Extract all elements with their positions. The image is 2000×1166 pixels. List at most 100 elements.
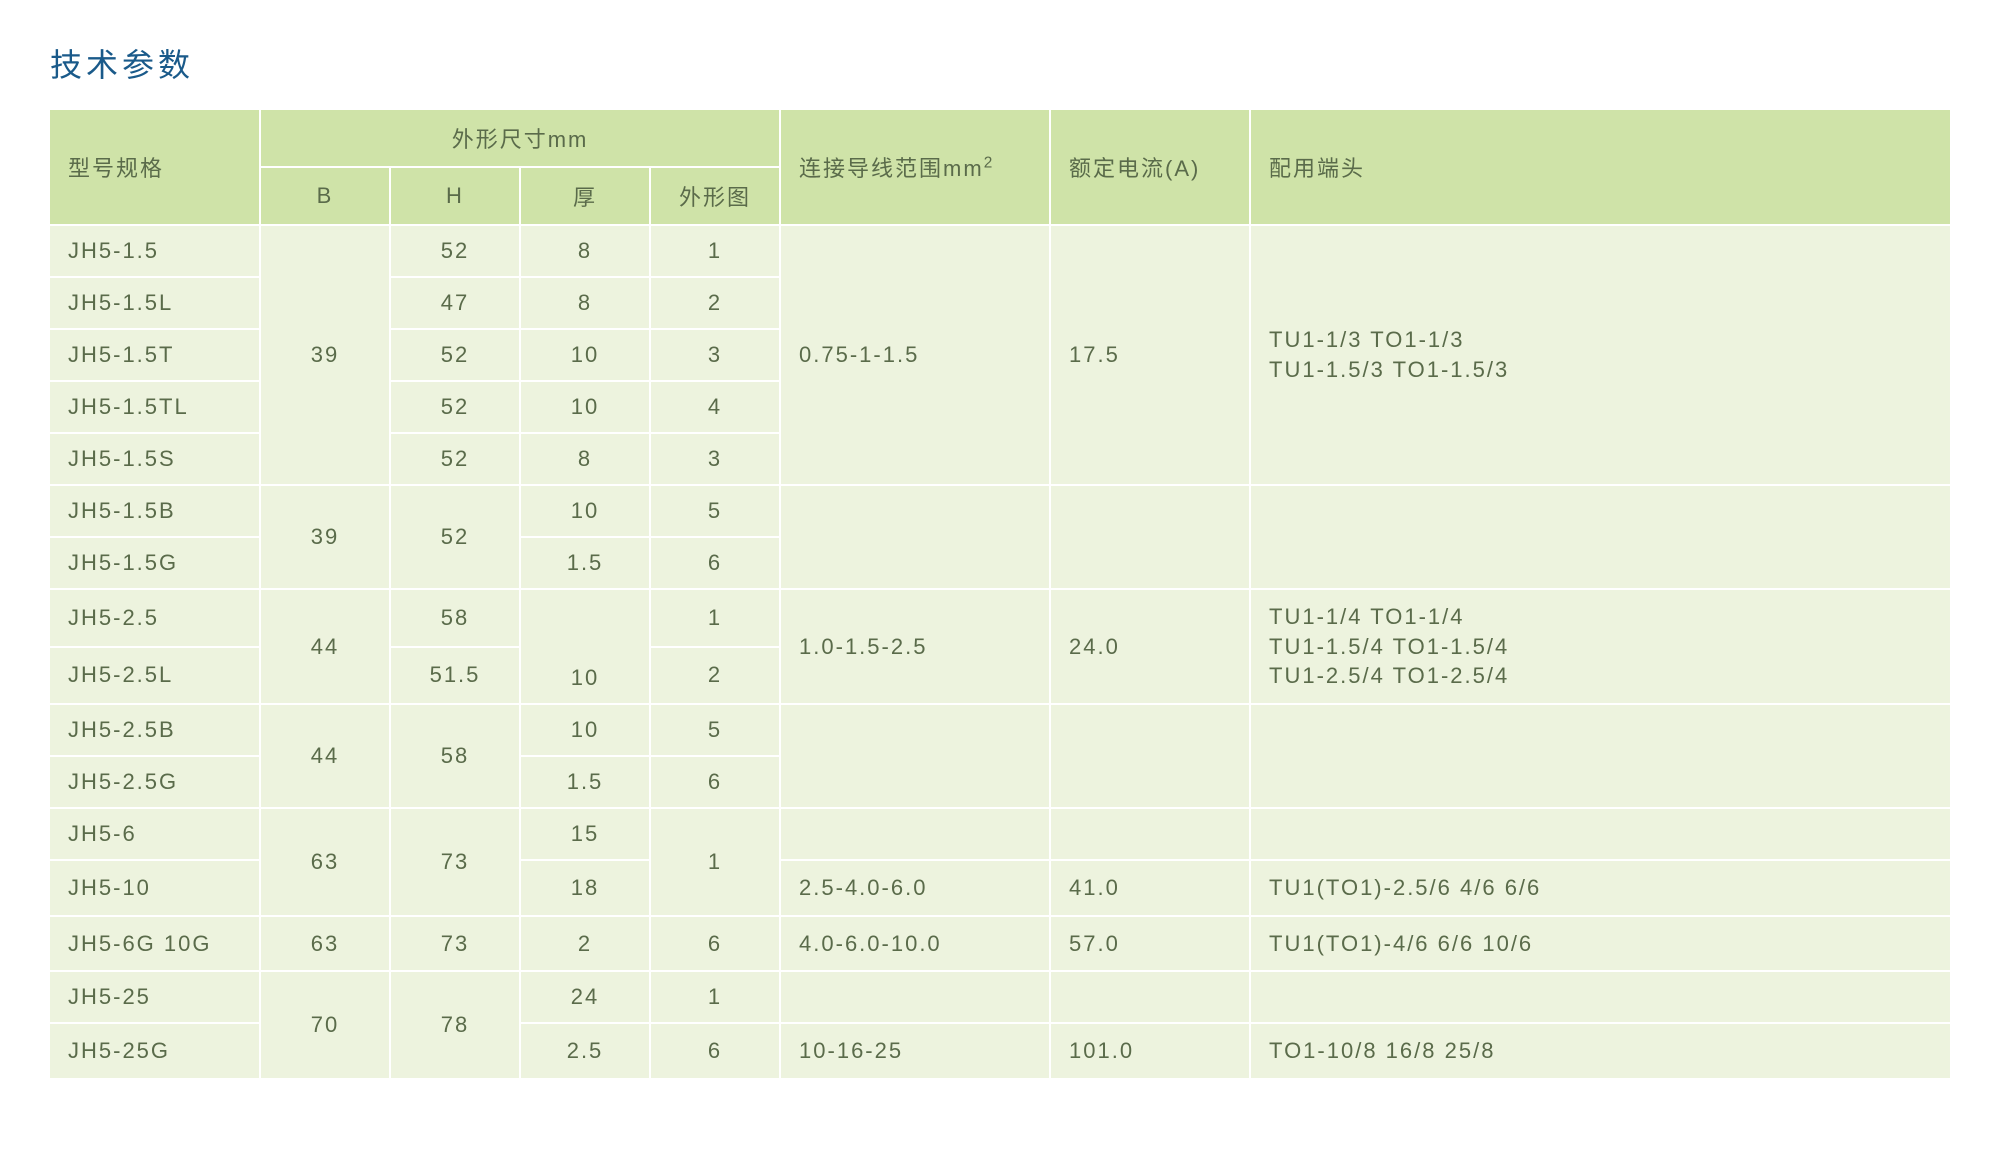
cell-thick: 8	[520, 277, 650, 329]
cell-h: 52	[390, 433, 520, 485]
cell-model: JH5-1.5TL	[50, 381, 260, 433]
cell-model: JH5-1.5T	[50, 329, 260, 381]
cell-wire: 4.0-6.0-10.0	[780, 916, 1050, 972]
cell-thick: 10	[520, 485, 650, 537]
cell-current	[1050, 808, 1250, 860]
cell-shape: 5	[650, 704, 780, 756]
th-dimensions: 外形尺寸mm	[260, 110, 780, 167]
table-row: JH5-1.53952810.75-1-1.517.5TU1-1/3 TO1-1…	[50, 225, 1950, 277]
cell-shape: 1	[650, 589, 780, 647]
cell-h: 51.5	[390, 647, 520, 705]
cell-h: 58	[390, 589, 520, 647]
table-body: JH5-1.53952810.75-1-1.517.5TU1-1/3 TO1-1…	[50, 225, 1950, 1078]
cell-current	[1050, 704, 1250, 808]
cell-h: 73	[390, 916, 520, 972]
cell-wire: 10-16-25	[780, 1023, 1050, 1078]
th-b: B	[260, 167, 390, 225]
table-row: JH5-257078241	[50, 971, 1950, 1023]
cell-wire: 2.5-4.0-6.0	[780, 860, 1050, 916]
cell-h: 47	[390, 277, 520, 329]
cell-current: 101.0	[1050, 1023, 1250, 1078]
cell-wire	[780, 808, 1050, 860]
cell-terminal: TU1(TO1)-2.5/6 4/6 6/6	[1250, 860, 1950, 916]
cell-shape: 5	[650, 485, 780, 537]
cell-wire	[780, 971, 1050, 1023]
table-row: JH5-2.544581011.0-1.5-2.524.0TU1-1/4 TO1…	[50, 589, 1950, 647]
cell-h: 52	[390, 329, 520, 381]
cell-thick: 8	[520, 433, 650, 485]
cell-model: JH5-2.5G	[50, 756, 260, 808]
th-current: 额定电流(A)	[1050, 110, 1250, 225]
cell-b: 44	[260, 589, 390, 704]
table-row: JH5-1.5B3952105	[50, 485, 1950, 537]
table-row: JH5-6G 10G6373264.0-6.0-10.057.0TU1(TO1)…	[50, 916, 1950, 972]
cell-current	[1050, 971, 1250, 1023]
cell-thick: 2	[520, 916, 650, 972]
cell-current: 57.0	[1050, 916, 1250, 972]
cell-terminal	[1250, 485, 1950, 589]
cell-b: 63	[260, 916, 390, 972]
cell-terminal: TU1(TO1)-4/6 6/6 10/6	[1250, 916, 1950, 972]
th-terminal: 配用端头	[1250, 110, 1950, 225]
cell-current: 41.0	[1050, 860, 1250, 916]
cell-model: JH5-10	[50, 860, 260, 916]
cell-terminal	[1250, 808, 1950, 860]
cell-shape: 1	[650, 971, 780, 1023]
cell-shape: 6	[650, 756, 780, 808]
cell-thick: 18	[520, 860, 650, 916]
table-header: 型号规格 外形尺寸mm 连接导线范围mm2 额定电流(A) 配用端头 B H 厚…	[50, 110, 1950, 225]
page-title: 技术参数	[50, 40, 1950, 86]
cell-shape: 2	[650, 647, 780, 705]
cell-model: JH5-1.5	[50, 225, 260, 277]
cell-model: JH5-1.5G	[50, 537, 260, 589]
cell-wire: 1.0-1.5-2.5	[780, 589, 1050, 704]
cell-thick: 8	[520, 225, 650, 277]
cell-terminal: TU1-1/4 TO1-1/4 TU1-1.5/4 TO1-1.5/4 TU1-…	[1250, 589, 1950, 704]
cell-shape: 1	[650, 808, 780, 916]
table-row: JH5-66373151	[50, 808, 1950, 860]
cell-model: JH5-1.5L	[50, 277, 260, 329]
cell-model: JH5-2.5	[50, 589, 260, 647]
cell-terminal: TU1-1/3 TO1-1/3 TU1-1.5/3 TO1-1.5/3	[1250, 225, 1950, 485]
cell-shape: 1	[650, 225, 780, 277]
cell-thick: 10	[520, 704, 650, 756]
th-shape: 外形图	[650, 167, 780, 225]
cell-model: JH5-25G	[50, 1023, 260, 1078]
th-thick: 厚	[520, 167, 650, 225]
cell-current: 24.0	[1050, 589, 1250, 704]
cell-shape: 6	[650, 916, 780, 972]
cell-b: 70	[260, 971, 390, 1078]
cell-terminal: TO1-10/8 16/8 25/8	[1250, 1023, 1950, 1078]
cell-current	[1050, 485, 1250, 589]
cell-thick: 24	[520, 971, 650, 1023]
cell-terminal	[1250, 704, 1950, 808]
cell-model: JH5-1.5B	[50, 485, 260, 537]
cell-shape: 3	[650, 329, 780, 381]
cell-h: 52	[390, 225, 520, 277]
cell-thick: 1.5	[520, 537, 650, 589]
cell-model: JH5-6	[50, 808, 260, 860]
cell-current: 17.5	[1050, 225, 1250, 485]
cell-model: JH5-2.5B	[50, 704, 260, 756]
cell-thick: 15	[520, 808, 650, 860]
cell-h: 58	[390, 704, 520, 808]
th-model: 型号规格	[50, 110, 260, 225]
cell-shape: 6	[650, 537, 780, 589]
cell-model: JH5-6G 10G	[50, 916, 260, 972]
cell-thick: 10	[520, 381, 650, 433]
cell-model: JH5-25	[50, 971, 260, 1023]
cell-b: 39	[260, 225, 390, 485]
cell-shape: 2	[650, 277, 780, 329]
table-row: JH5-2.5B4458105	[50, 704, 1950, 756]
cell-shape: 4	[650, 381, 780, 433]
spec-table: 型号规格 外形尺寸mm 连接导线范围mm2 额定电流(A) 配用端头 B H 厚…	[50, 110, 1950, 1078]
cell-thick: 2.5	[520, 1023, 650, 1078]
cell-shape: 6	[650, 1023, 780, 1078]
cell-h: 52	[390, 485, 520, 589]
cell-h: 52	[390, 381, 520, 433]
th-h: H	[390, 167, 520, 225]
cell-wire: 0.75-1-1.5	[780, 225, 1050, 485]
cell-wire	[780, 704, 1050, 808]
th-wire: 连接导线范围mm2	[780, 110, 1050, 225]
cell-h: 78	[390, 971, 520, 1078]
